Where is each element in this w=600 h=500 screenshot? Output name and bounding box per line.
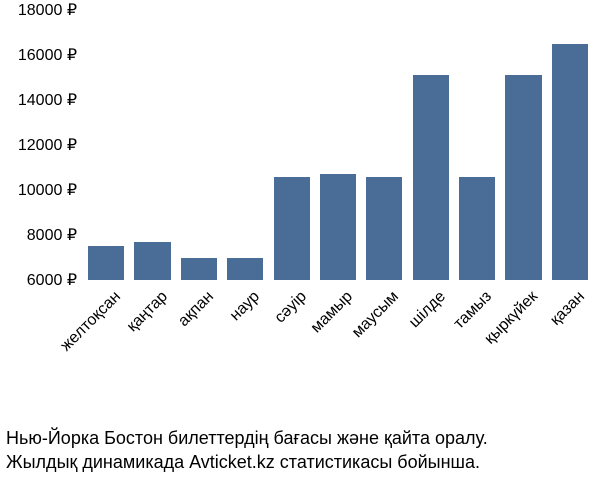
y-tick-label: 14000 ₽ bbox=[18, 90, 83, 110]
bar bbox=[181, 258, 217, 281]
bars-container bbox=[83, 10, 593, 280]
bar bbox=[366, 177, 402, 281]
bar bbox=[459, 177, 495, 281]
plot-area: 6000 ₽8000 ₽10000 ₽12000 ₽14000 ₽16000 ₽… bbox=[82, 10, 593, 281]
bar bbox=[274, 177, 310, 281]
bar bbox=[88, 246, 124, 280]
y-tick-label: 16000 ₽ bbox=[18, 45, 83, 65]
caption-line-1: Нью-Йорка Бостон билеттердің бағасы және… bbox=[6, 426, 600, 450]
bar bbox=[413, 75, 449, 280]
y-tick-label: 6000 ₽ bbox=[27, 270, 83, 290]
y-tick-label: 10000 ₽ bbox=[18, 180, 83, 200]
bar bbox=[320, 174, 356, 280]
bar bbox=[505, 75, 541, 280]
y-tick-label: 8000 ₽ bbox=[27, 225, 83, 245]
bar bbox=[227, 258, 263, 281]
chart-caption: Нью-Йорка Бостон билеттердің бағасы және… bbox=[6, 426, 600, 474]
caption-line-2: Жылдық динамикада Avticket.kz статистика… bbox=[6, 450, 600, 474]
y-tick-label: 18000 ₽ bbox=[18, 0, 83, 20]
bar bbox=[552, 44, 588, 280]
bar bbox=[134, 242, 170, 280]
y-tick-label: 12000 ₽ bbox=[18, 135, 83, 155]
price-chart: 6000 ₽ 8000 ₽ 10000 ₽ 12000 ₽ 14000 ₽ 16000 ₽… bbox=[0, 0, 600, 500]
